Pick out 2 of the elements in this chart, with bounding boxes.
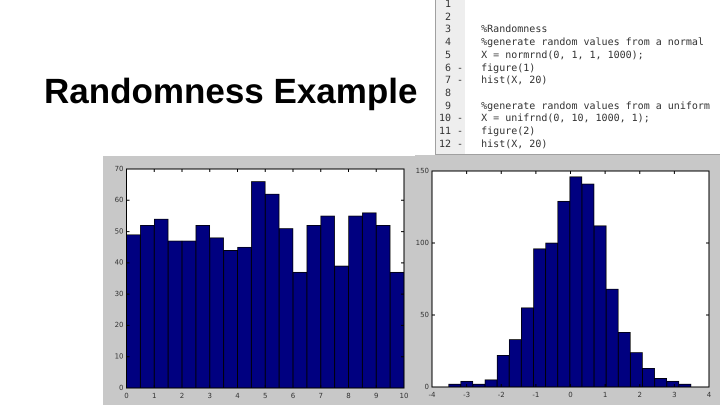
text: Randomness Example — [44, 72, 418, 111]
code-editor-window: 1 2 3 %Randomness 4 %generate random values from a normal 5 X = normrnd(0, 1, 1, 1000); 6 - figure(1) 7 - hist(X, 20) 8 9 %generate random values from a uniform 10 - X = unifrnd(0, 10, 1000, 1); 11 - figure(2) 12 - hist(X, 20) — [435, 0, 720, 155]
